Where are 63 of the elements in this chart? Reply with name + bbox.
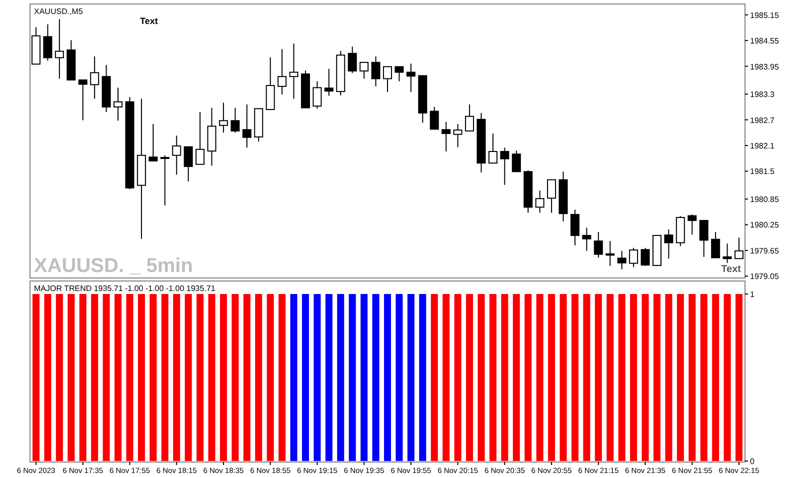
annotation: Text xyxy=(721,264,742,275)
candlestick xyxy=(242,104,252,148)
candlestick xyxy=(594,232,603,258)
candlestick xyxy=(43,24,52,62)
candlestick xyxy=(360,62,369,80)
y-tick-label: 1983.3 xyxy=(750,90,776,100)
candlestick xyxy=(196,112,205,165)
candlestick xyxy=(430,106,439,130)
y-tick-label: 1985.15 xyxy=(750,10,780,20)
y-tick-label: 1983.95 xyxy=(750,62,780,72)
y-tick-label: 1980.85 xyxy=(750,195,780,204)
candlestick xyxy=(312,80,322,110)
candlestick xyxy=(383,66,392,92)
candlestick xyxy=(324,68,334,96)
candlestick xyxy=(394,66,404,82)
candlestick xyxy=(348,46,357,74)
annotation: XAUUSD. _ 5min xyxy=(34,255,193,277)
y-tick-label: 1 xyxy=(750,290,755,299)
y-tick-label: 1981.5 xyxy=(750,167,776,176)
candlestick xyxy=(582,227,592,252)
candlestick xyxy=(465,104,474,132)
candlestick xyxy=(218,102,228,134)
candlestick xyxy=(172,135,182,176)
y-tick-label: 1979.65 xyxy=(750,246,780,256)
candlestick xyxy=(278,48,287,96)
candlestick xyxy=(230,107,240,134)
candlestick xyxy=(699,220,708,258)
candlestick xyxy=(266,56,275,110)
y-tick-label: 1982.7 xyxy=(750,116,776,125)
candlestick xyxy=(629,247,638,268)
candlestick xyxy=(406,63,416,92)
candlestick xyxy=(371,56,380,87)
candlestick xyxy=(688,214,697,236)
candlestick xyxy=(488,133,498,164)
candlestick xyxy=(617,250,626,270)
candlestick xyxy=(512,150,521,172)
candlestick xyxy=(453,124,462,148)
candlestick xyxy=(78,79,88,121)
candlestick xyxy=(160,154,170,206)
candlestick xyxy=(148,124,158,162)
candlestick xyxy=(442,121,451,152)
y-tick-label: 1979.05 xyxy=(750,272,780,282)
candlestick xyxy=(547,179,556,214)
candlestick xyxy=(535,190,544,214)
candlestick xyxy=(606,240,615,266)
candlestick xyxy=(289,43,298,100)
candlestick xyxy=(54,18,64,80)
annotation: Text xyxy=(140,16,158,26)
candlestick xyxy=(184,146,193,182)
y-tick-label: 1984.55 xyxy=(750,36,780,46)
candlestick xyxy=(640,247,650,266)
chart-title: XAUUSD.,M5 xyxy=(34,7,84,16)
candlestick xyxy=(90,56,100,100)
candlestick xyxy=(500,147,510,186)
chart-title: MAJOR TREND 1935.71 -1.00 -1.00 -1.00 1935.71 xyxy=(34,284,216,293)
y-tick-label: 1982.1 xyxy=(750,142,776,150)
candlestick xyxy=(711,232,720,258)
candlestick xyxy=(664,228,674,260)
candlestick xyxy=(570,209,580,246)
candlestick xyxy=(722,243,732,264)
y-tick-label: 0 xyxy=(750,457,755,466)
candlestick xyxy=(114,87,123,122)
y-tick-label: 1980.25 xyxy=(750,220,780,230)
